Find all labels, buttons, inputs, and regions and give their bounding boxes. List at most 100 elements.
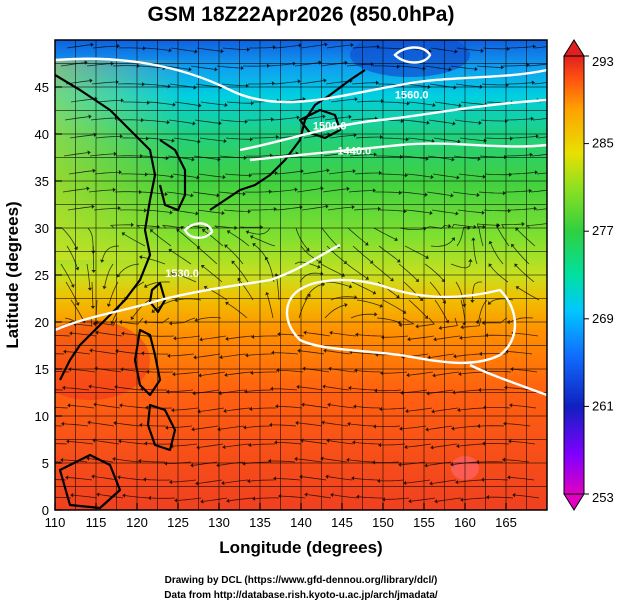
streamline (326, 350, 351, 355)
streamline (88, 189, 113, 193)
streamline (408, 101, 433, 106)
streamline (320, 62, 345, 67)
streamline-arrow (245, 353, 249, 358)
streamline-arrow (116, 273, 121, 278)
streamline (484, 317, 508, 324)
streamline (501, 223, 522, 229)
streamline-arrow (190, 193, 194, 198)
streamline-arrow (425, 156, 429, 161)
streamline-arrow (165, 425, 169, 430)
streamline (170, 250, 192, 265)
contour-small-loop (183, 222, 214, 239)
streamline-arrow (302, 366, 306, 371)
streamline (301, 206, 326, 211)
streamline (307, 494, 332, 499)
streamline (356, 299, 381, 307)
streamline (505, 154, 531, 157)
streamline (304, 404, 329, 409)
streamline-arrow (355, 332, 359, 337)
streamline-arrow (171, 407, 175, 413)
streamline (485, 407, 511, 409)
streamline (528, 63, 547, 67)
streamline (407, 443, 432, 448)
streamline-arrow (199, 337, 203, 342)
streamline (509, 317, 534, 323)
streamline (118, 350, 143, 355)
streamline (356, 100, 381, 103)
streamline (372, 65, 398, 67)
streamline-arrow (60, 457, 64, 463)
streamline-arrow (326, 438, 330, 443)
streamline-arrow (305, 247, 310, 252)
streamline-arrow (327, 402, 331, 407)
streamline-arrow (468, 258, 473, 262)
streamline (383, 371, 408, 374)
streamline (430, 353, 455, 358)
streamline (533, 82, 547, 85)
streamline (411, 497, 436, 502)
streamline (454, 119, 479, 124)
streamline-arrow (341, 273, 346, 277)
streamline (192, 191, 217, 196)
streamline (64, 423, 89, 427)
streamline-arrow (200, 499, 204, 504)
streamline-arrow (231, 260, 236, 265)
streamline-arrow (488, 263, 493, 268)
streamline-arrow (119, 134, 123, 139)
streamline (424, 263, 444, 281)
streamline-arrow (94, 366, 98, 371)
streamline-arrow (456, 443, 460, 449)
streamline (254, 497, 280, 499)
streamline (148, 101, 173, 105)
streamline (199, 137, 224, 142)
streamline (108, 281, 119, 305)
streamline (333, 494, 358, 499)
streamline-arrow (120, 367, 124, 372)
streamline (323, 152, 348, 157)
streamline (222, 47, 247, 50)
streamline-arrow (240, 65, 244, 71)
streamline-arrow (348, 385, 352, 391)
streamline (303, 134, 328, 139)
x-axis-ticks: 110 115 120 125 130 135 140 145 150 155 160 165 (45, 503, 517, 530)
streamline-arrow (400, 118, 404, 124)
streamline-arrow (430, 174, 434, 180)
streamline (352, 351, 377, 355)
streamline-arrow (190, 463, 194, 468)
streamline-arrow (448, 223, 452, 229)
streamline (196, 353, 221, 358)
streamline-arrow (318, 60, 322, 65)
streamline (252, 236, 276, 247)
streamline-arrow (197, 139, 201, 144)
streamline-arrow (509, 403, 513, 408)
y-tick-label: 35 (35, 174, 49, 189)
streamline-arrow (502, 457, 506, 462)
streamline (145, 209, 170, 213)
streamline (125, 495, 150, 499)
streamline (452, 191, 477, 196)
streamline-arrow (397, 320, 401, 325)
streamline (400, 191, 425, 195)
streamline (458, 173, 483, 177)
streamline-arrow (374, 312, 378, 317)
streamline-arrow (529, 152, 533, 158)
streamline (488, 496, 514, 499)
streamline-arrow (139, 255, 143, 260)
streamline-arrow (430, 445, 434, 450)
streamline (457, 209, 482, 214)
streamline (456, 353, 481, 357)
streamline-arrow (422, 66, 426, 71)
streamline (329, 134, 354, 139)
streamline (120, 476, 145, 481)
streamline-arrow (93, 402, 97, 407)
streamline-arrow (382, 497, 386, 502)
streamline (91, 81, 116, 85)
streamline-arrow (106, 303, 112, 308)
streamline-arrow (86, 456, 90, 461)
streamline (97, 368, 122, 373)
streamline-arrow (246, 47, 250, 52)
streamline (275, 206, 300, 211)
streamline-arrow (556, 151, 559, 155)
streamline (402, 119, 427, 124)
streamline-arrow (347, 421, 351, 427)
